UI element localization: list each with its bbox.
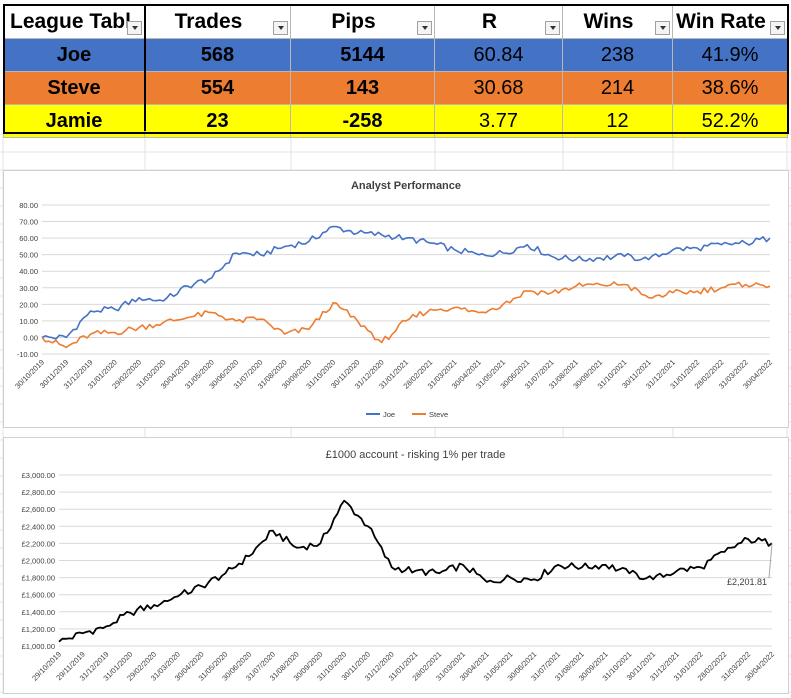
cell-win-rate[interactable]: 41.9%: [672, 38, 788, 72]
filter-dropdown-icon[interactable]: [127, 21, 142, 35]
y-tick-label: £2,200.00: [22, 539, 55, 548]
header-label: League Tabl: [10, 9, 131, 33]
chart-title: £1000 account - risking 1% per trade: [326, 449, 506, 461]
y-tick-label: 10.00: [19, 317, 38, 326]
y-tick-label: £1,200.00: [22, 625, 55, 634]
cell-name[interactable]: Jamie: [3, 104, 145, 138]
filter-dropdown-icon[interactable]: [273, 21, 288, 35]
data-label: £2,201.81: [727, 577, 767, 587]
header-cell[interactable]: Win Rate: [672, 4, 788, 39]
y-tick-label: £2,400.00: [22, 522, 55, 531]
header-cell[interactable]: Pips: [290, 4, 435, 39]
header-cell[interactable]: Trades: [144, 4, 291, 39]
cell-trades[interactable]: 23: [144, 104, 291, 138]
cell-wins[interactable]: 12: [562, 104, 673, 138]
y-tick-label: 0.00: [23, 333, 38, 342]
header-label: Wins: [583, 9, 634, 33]
league-table-header: League Tabl Trades Pips R Wins Win Rate: [3, 4, 788, 39]
account-balance-plot: £1000 account - risking 1% per trade £3,0…: [22, 449, 776, 683]
header-cell[interactable]: Wins: [562, 4, 673, 39]
name-column-border: [144, 4, 146, 131]
header-cell[interactable]: League Tabl: [3, 4, 145, 39]
y-tick-label: 60.00: [19, 234, 38, 243]
data-label-leader: [768, 543, 773, 579]
filter-dropdown-icon[interactable]: [417, 21, 432, 35]
cell-name[interactable]: Steve: [3, 71, 145, 105]
table-row: Jamie 23 -258 3.77 12 52.2%: [3, 104, 788, 138]
legend-label: Joe: [383, 410, 395, 419]
cell-pips[interactable]: -258: [290, 104, 435, 138]
legend-label: Steve: [429, 410, 448, 419]
y-tick-label: 70.00: [19, 218, 38, 227]
y-tick-label: £2,000.00: [22, 557, 55, 566]
header-label: Trades: [174, 9, 243, 33]
analyst-performance-chart[interactable]: Analyst Performance 80.00 70.00 60.00 50.00 4…: [3, 170, 789, 428]
cell-trades[interactable]: 568: [144, 38, 291, 72]
header-label: R: [481, 9, 498, 33]
y-tick-label: 20.00: [19, 300, 38, 309]
cell-win-rate[interactable]: 52.2%: [672, 104, 788, 138]
y-tick-label: 40.00: [19, 267, 38, 276]
y-tick-label: £1,000.00: [22, 642, 55, 651]
cell-pips[interactable]: 5144: [290, 38, 435, 72]
cell-trades[interactable]: 554: [144, 71, 291, 105]
y-tick-label: £1,800.00: [22, 574, 55, 583]
table-row: Joe 568 5144 60.84 238 41.9%: [3, 38, 788, 72]
cell-wins[interactable]: 214: [562, 71, 673, 105]
y-tick-label: £1,600.00: [22, 591, 55, 600]
cell-r[interactable]: 60.84: [434, 38, 563, 72]
y-tick-label: £2,600.00: [22, 505, 55, 514]
cell-win-rate[interactable]: 38.6%: [672, 71, 788, 105]
analyst-performance-plot: Analyst Performance 80.00 70.00 60.00 50.00 4…: [13, 180, 774, 419]
sort-descending-icon[interactable]: [545, 21, 560, 35]
cell-r[interactable]: 3.77: [434, 104, 563, 138]
series-line-balance: [58, 499, 773, 643]
y-tick-label: £2,800.00: [22, 488, 55, 497]
cell-r[interactable]: 30.68: [434, 71, 563, 105]
header-label: Win Rate: [676, 9, 766, 33]
y-tick-label: £1,400.00: [22, 608, 55, 617]
chart-title: Analyst Performance: [351, 180, 461, 192]
filter-dropdown-icon[interactable]: [655, 21, 670, 35]
y-tick-label: 50.00: [19, 251, 38, 260]
y-tick-label: -10.00: [17, 350, 38, 359]
cell-wins[interactable]: 238: [562, 38, 673, 72]
series-line-joe: [41, 225, 771, 340]
account-balance-chart[interactable]: £1000 account - risking 1% per trade £3,0…: [3, 437, 789, 694]
league-table: League Tabl Trades Pips R Wins Win Rate …: [3, 4, 788, 138]
y-tick-label: 80.00: [19, 201, 38, 210]
filter-dropdown-icon[interactable]: [770, 21, 785, 35]
y-tick-label: £3,000.00: [22, 471, 55, 480]
table-row: Steve 554 143 30.68 214 38.6%: [3, 71, 788, 105]
cell-name[interactable]: Joe: [3, 38, 145, 72]
y-tick-label: 30.00: [19, 284, 38, 293]
header-cell[interactable]: R: [434, 4, 563, 39]
header-label: Pips: [331, 9, 376, 33]
series-line-steve: [41, 281, 771, 349]
cell-pips[interactable]: 143: [290, 71, 435, 105]
